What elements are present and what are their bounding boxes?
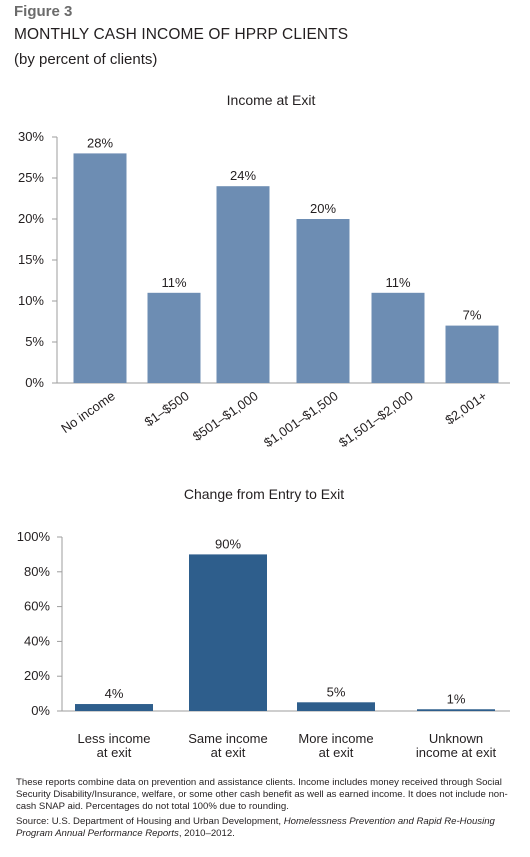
y-tick-label: 10%	[18, 293, 44, 308]
data-label: 11%	[161, 275, 186, 290]
y-tick-label: 30%	[18, 129, 44, 144]
data-label: 28%	[87, 135, 113, 150]
figure-notes: These reports combine data on prevention…	[16, 777, 516, 840]
data-label: 5%	[327, 684, 346, 699]
category-label: More income	[298, 731, 373, 746]
data-label: 24%	[230, 168, 256, 183]
data-label: 1%	[447, 691, 466, 706]
category-label: Same income	[188, 731, 267, 746]
category-label: No income	[58, 388, 118, 436]
y-tick-label: 20%	[18, 211, 44, 226]
chart-title: Income at Exit	[227, 92, 316, 108]
bar	[75, 704, 153, 711]
data-label: 20%	[310, 201, 336, 216]
bar	[297, 702, 375, 711]
y-tick-label: 80%	[24, 564, 50, 579]
y-tick-label: 0%	[31, 703, 50, 718]
bar	[216, 186, 270, 383]
bar	[147, 292, 201, 383]
bar	[189, 554, 267, 711]
category-label: $1,501–$2,000	[336, 388, 416, 450]
data-label: 11%	[385, 275, 410, 290]
category-label: at exit	[97, 745, 132, 760]
category-label: at exit	[319, 745, 354, 760]
bar	[296, 219, 350, 383]
bar	[445, 325, 499, 383]
category-label: $1,001–$1,500	[261, 388, 341, 450]
y-tick-label: 20%	[24, 668, 50, 683]
data-label: 4%	[105, 686, 124, 701]
category-label: at exit	[211, 745, 246, 760]
bar	[417, 709, 495, 711]
category-label: Unknown	[429, 731, 483, 746]
category-label: Less income	[78, 731, 151, 746]
charts-canvas: Income at Exit 0% 5% 10% 15% 20% 25% 30% 28% No i…	[17, 92, 510, 760]
source-prefix: Source: U.S. Department of Housing and U…	[16, 816, 284, 827]
y-tick-label: 15%	[18, 252, 44, 267]
y-tick-label: 0%	[25, 375, 44, 390]
y-tick-label: 100%	[17, 529, 51, 544]
y-tick-label: 60%	[24, 599, 50, 614]
notes-text: These reports combine data on prevention…	[16, 777, 508, 812]
category-label: $501–$1,000	[190, 388, 261, 444]
chart-title: Change from Entry to Exit	[184, 486, 344, 502]
category-label: $1–$500	[142, 388, 192, 429]
figure-subtitle: (by percent of clients)	[14, 51, 158, 68]
category-label: income at exit	[416, 745, 497, 760]
data-label: 7%	[463, 308, 482, 323]
figure-label: Figure 3	[14, 3, 73, 20]
data-label: 90%	[215, 536, 241, 551]
y-tick-label: 40%	[24, 633, 50, 648]
figure-title: MONTHLY CASH INCOME OF HPRP CLIENTS	[14, 26, 349, 43]
category-label: $2,001+	[442, 388, 489, 427]
source-line: Source: U.S. Department of Housing and U…	[16, 816, 516, 840]
y-tick-label: 5%	[25, 334, 44, 349]
source-title: Homelessness Prevention and Rapid Re-Hou…	[16, 816, 495, 839]
bar	[73, 153, 127, 383]
bar	[371, 292, 425, 383]
y-tick-label: 25%	[18, 170, 44, 185]
source-suffix: , 2010–2012.	[178, 828, 235, 839]
